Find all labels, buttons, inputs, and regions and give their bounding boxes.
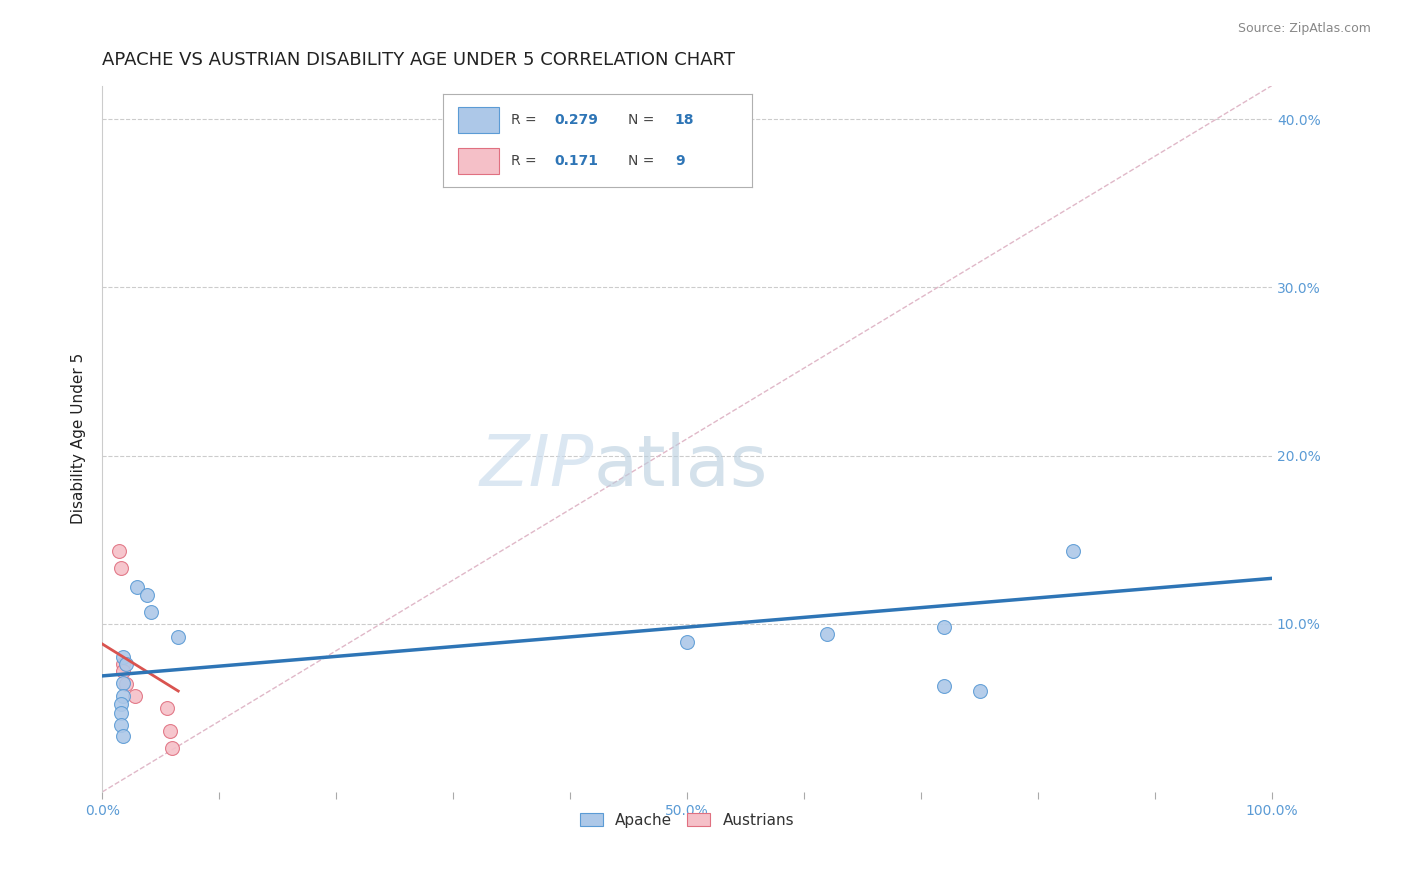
Point (817, 627, 839, 641)
Text: 9: 9 (675, 154, 685, 168)
Point (112, 675, 135, 690)
Point (112, 730, 135, 744)
Legend: Apache, Austrians: Apache, Austrians (574, 806, 800, 834)
Text: atlas: atlas (593, 433, 768, 501)
Point (162, 741, 184, 756)
Point (969, 684, 991, 698)
Point (934, 679, 956, 693)
Point (110, 698, 132, 712)
Point (110, 717, 132, 731)
Point (934, 620, 956, 634)
Point (159, 724, 181, 739)
Point (155, 701, 177, 715)
Point (107, 544, 129, 558)
Text: APACHE VS AUSTRIAN DISABILITY AGE UNDER 5 CORRELATION CHART: APACHE VS AUSTRIAN DISABILITY AGE UNDER … (103, 51, 735, 69)
Point (167, 630, 190, 644)
Point (110, 706, 132, 720)
Text: Source: ZipAtlas.com: Source: ZipAtlas.com (1237, 22, 1371, 36)
Point (135, 588, 157, 602)
Y-axis label: Disability Age Under 5: Disability Age Under 5 (72, 353, 86, 524)
Point (141, 605, 163, 619)
Text: 0.171: 0.171 (554, 154, 598, 168)
Point (112, 650, 135, 665)
Point (110, 561, 132, 575)
Point (676, 635, 699, 649)
Text: R =: R = (510, 113, 541, 127)
Point (112, 689, 135, 703)
Text: R =: R = (510, 154, 546, 168)
Point (114, 657, 136, 672)
Point (127, 580, 149, 594)
Point (112, 664, 135, 678)
Text: 0.279: 0.279 (554, 113, 598, 127)
Point (112, 657, 135, 672)
Text: N =: N = (628, 113, 659, 127)
FancyBboxPatch shape (458, 148, 499, 174)
Text: ZIP: ZIP (479, 433, 593, 501)
Text: 18: 18 (675, 113, 695, 127)
FancyBboxPatch shape (458, 107, 499, 133)
Point (124, 689, 146, 703)
Point (114, 677, 136, 691)
Point (1062, 544, 1084, 558)
Text: N =: N = (628, 154, 664, 168)
